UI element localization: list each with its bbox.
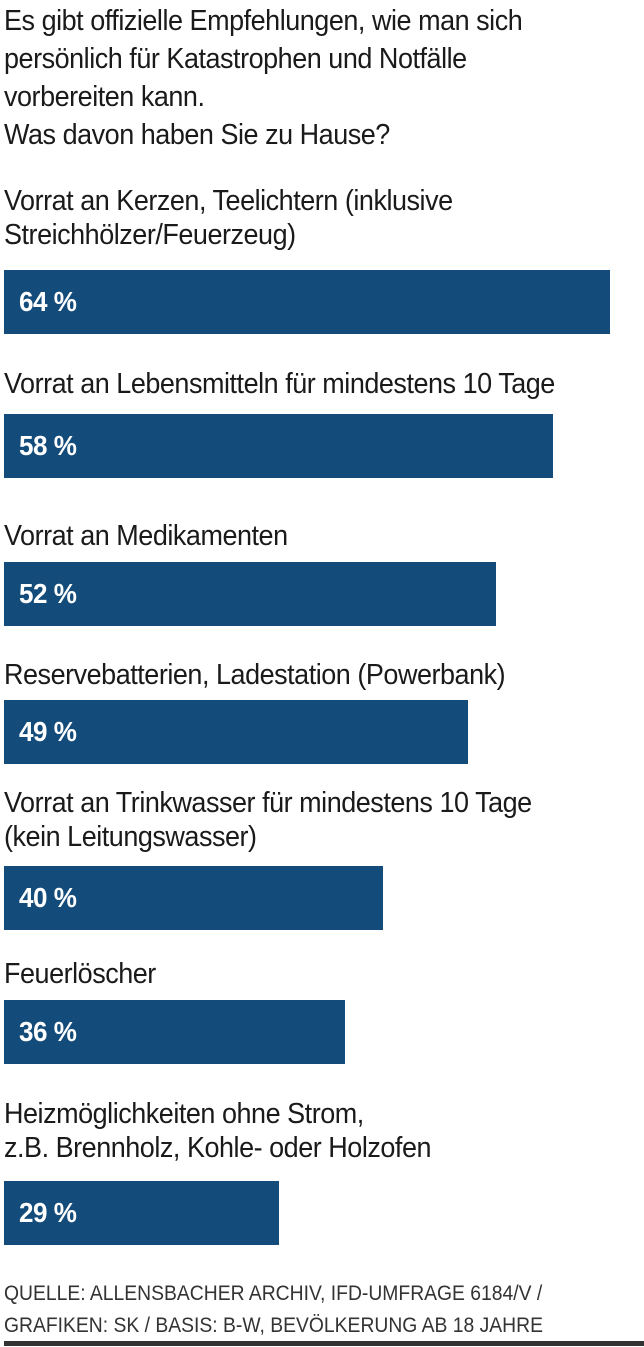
question-line: Es gibt offizielle Empfehlungen, wie man…: [4, 5, 523, 37]
source-note: QUELLE: ALLENSBACHER ARCHIV, IFD-UMFRAGE…: [4, 1278, 639, 1342]
bar: 49 %: [4, 700, 468, 764]
source-line: QUELLE: ALLENSBACHER ARCHIV, IFD-UMFRAGE…: [4, 1282, 543, 1305]
category-label-line: Vorrat an Kerzen, Teelichtern (inklusive: [4, 185, 453, 217]
category-label-line: Streichhölzer/Feuerzeug): [4, 219, 296, 251]
question-line: vorbereiten kann.: [4, 81, 205, 113]
category-label: Heizmöglichkeiten ohne Strom, z.B. Brenn…: [4, 1097, 644, 1165]
category-label-line: Vorrat an Medikamenten: [4, 520, 288, 552]
category-label-line: Vorrat an Trinkwasser für mindestens 10 …: [4, 787, 532, 819]
bar: 52 %: [4, 562, 497, 626]
bottom-divider: [4, 1341, 644, 1346]
category-label-line: (kein Leitungswasser): [4, 821, 257, 853]
bar-value-label: 36 %: [19, 1016, 77, 1047]
category-label-line: z.B. Brennholz, Kohle- oder Holzofen: [4, 1132, 432, 1164]
bar-value-label: 64 %: [19, 286, 77, 317]
bar-value-label: 29 %: [19, 1197, 77, 1228]
bar: 64 %: [4, 270, 610, 334]
bar: 58 %: [4, 414, 554, 478]
category-label-line: Reservebatterien, Ladestation (Powerbank…: [4, 659, 506, 691]
chart-question: Es gibt offizielle Empfehlungen, wie man…: [4, 2, 644, 154]
category-label: Vorrat an Medikamenten: [4, 519, 644, 553]
bar: 29 %: [4, 1181, 279, 1245]
category-label: Vorrat an Trinkwasser für mindestens 10 …: [4, 786, 644, 854]
category-label: Vorrat an Kerzen, Teelichtern (inklusive…: [4, 184, 644, 252]
bar-value-label: 49 %: [19, 716, 77, 747]
bar: 40 %: [4, 866, 383, 930]
question-line: Was davon haben Sie zu Hause?: [4, 119, 390, 151]
bar-value-label: 52 %: [19, 578, 77, 609]
category-label: Vorrat an Lebensmitteln für mindestens 1…: [4, 367, 644, 401]
bar-value-label: 58 %: [19, 430, 77, 461]
bar: 36 %: [4, 1000, 345, 1064]
source-line: GRAFIKEN: SK / BASIS: B-W, BEVÖLKERUNG A…: [4, 1314, 543, 1337]
category-label: Reservebatterien, Ladestation (Powerbank…: [4, 658, 644, 692]
category-label-line: Vorrat an Lebensmitteln für mindestens 1…: [4, 368, 555, 400]
question-line: persönlich für Katastrophen und Notfälle: [4, 43, 467, 75]
category-label: Feuerlöscher: [4, 957, 644, 991]
category-label-line: Feuerlöscher: [4, 958, 156, 990]
category-label-line: Heizmöglichkeiten ohne Strom,: [4, 1098, 364, 1130]
bar-value-label: 40 %: [19, 882, 77, 913]
